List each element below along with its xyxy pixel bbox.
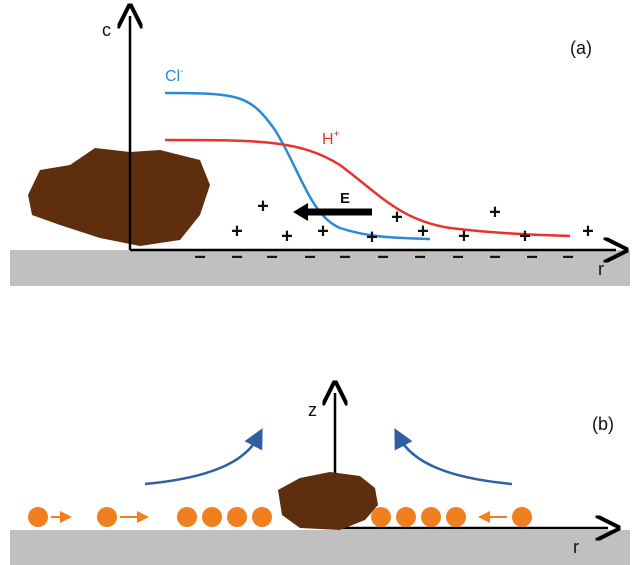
charge-sign: − (377, 246, 389, 268)
charge-sign: + (257, 195, 269, 217)
charge-sign: + (519, 225, 531, 247)
figure: c r (a) Cl- H+ E + + + + + + + + + + + − − − − − − − − − − −… (0, 0, 635, 565)
charge-sign: − (562, 246, 574, 268)
charge-sign: + (417, 220, 429, 242)
charge-sign: − (304, 246, 316, 268)
charge-sign: + (391, 206, 403, 228)
field-label: E (340, 190, 350, 207)
charge-sign: − (526, 246, 538, 268)
particle (28, 148, 210, 246)
charge-sign: + (281, 225, 293, 247)
charge-sign: + (489, 201, 501, 223)
flow-arrow (399, 437, 512, 484)
positive-charges: + + + + + + + + + + + (231, 195, 594, 248)
field-arrow-head (293, 203, 308, 221)
ion-label: Cl- (165, 66, 183, 85)
axis-label: r (598, 259, 604, 279)
charge-sign: + (582, 220, 594, 242)
panel-tag: (a) (570, 38, 592, 58)
charge-sign: − (231, 246, 243, 268)
charge-sign: − (414, 246, 426, 268)
charge-sign: − (452, 246, 464, 268)
flow-arrow (145, 437, 258, 484)
ion-label: H+ (322, 129, 340, 148)
axis-label: z (308, 400, 317, 420)
particles (28, 507, 532, 527)
charge-sign: + (366, 226, 378, 248)
charge-sign: − (489, 246, 501, 268)
h-curve (165, 140, 570, 236)
axis-label: r (573, 537, 579, 557)
charge-sign: − (339, 246, 351, 268)
particle (278, 472, 378, 530)
axis-label: c (102, 20, 111, 40)
charge-sign: + (317, 220, 329, 242)
charge-sign: − (266, 246, 278, 268)
panel-tag: (b) (592, 414, 614, 434)
charge-sign: − (194, 246, 206, 268)
charge-sign: + (458, 225, 470, 247)
substrate (10, 530, 630, 565)
charge-sign: + (231, 220, 243, 242)
